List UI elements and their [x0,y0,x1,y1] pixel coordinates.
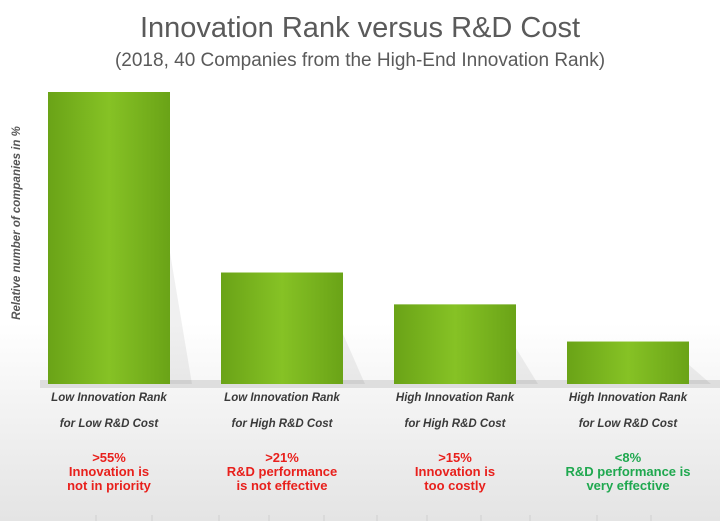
category-label-line1: High Innovation Rank [568,392,688,404]
annotation-line1: R&D performance [226,464,338,479]
category-label-line2: for High R&D Cost [231,418,333,430]
bar-annotation: <8% R&D performance is very effective [543,451,713,493]
annotation-value: >15% [438,450,472,465]
bar-annotation: >15% Innovation is too costly [370,451,540,493]
bar-shadow [343,333,365,384]
annotation-value: >55% [92,450,126,465]
chart-title: Innovation Rank versus R&D Cost [139,12,581,44]
annotation-line2: very effective [586,478,670,493]
annotation-line1: Innovation is [414,464,496,479]
bottom-ticks [95,515,652,521]
category-label-line1: High Innovation Rank [395,392,515,404]
bar [567,341,689,384]
bar-shadow [689,364,711,384]
annotation-line2: too costly [424,478,486,493]
bar [394,304,516,384]
bar [221,272,343,384]
bar-shadows [170,252,711,384]
category-label-line1: Low Innovation Rank [224,392,340,404]
chart-floor-band [40,380,720,388]
annotation-value: <8% [614,450,642,465]
category-label: Low Innovation Rank for High R&D Cost [197,385,367,437]
category-label: Low Innovation Rank for Low R&D Cost [24,385,194,437]
bar-annotation: >55% Innovation is not in priority [24,451,194,493]
chart-floor [40,380,720,388]
annotation-line1: Innovation is [68,464,150,479]
bar-shadow [516,348,538,384]
category-label-line1: Low Innovation Rank [51,392,167,404]
bar-annotation: >21% R&D performance is not effective [197,451,367,493]
category-label-line2: for Low R&D Cost [578,418,678,430]
chart-subtitle: (2018, 40 Companies from the High-End In… [114,50,606,71]
category-label-line2: for High R&D Cost [404,418,506,430]
annotation-line2: is not effective [236,478,328,493]
category-label: High Innovation Rank for High R&D Cost [370,385,540,437]
annotation-line2: not in priority [67,478,151,493]
bar [48,92,170,384]
bars [48,92,689,384]
bar-shadow [170,252,192,384]
annotation-value: >21% [265,450,299,465]
category-label: High Innovation Rank for Low R&D Cost [543,385,713,437]
annotation-line1: R&D performance is [565,464,691,479]
category-label-line2: for Low R&D Cost [59,418,159,430]
